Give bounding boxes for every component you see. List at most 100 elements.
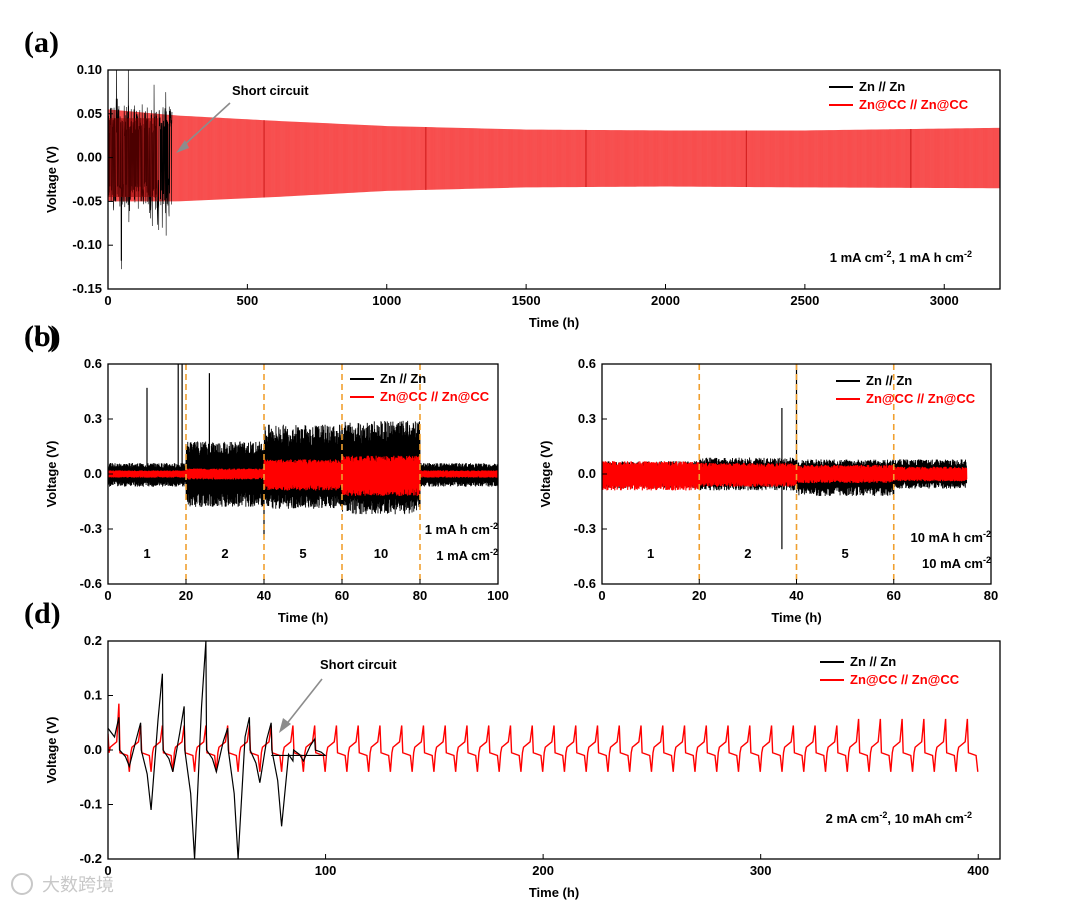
plot-frame (107, 69, 1001, 290)
superscript: -2 (883, 249, 891, 259)
panel-a: 0 500 1000 1500 2000 2500 3000 -0.15 -0.10 -0.05 0… (24, 26, 1001, 330)
y-tick-label: -0.10 (72, 237, 102, 252)
x-tick-label: 200 (532, 863, 554, 878)
y-axis-label: Voltage (V) (538, 441, 553, 508)
stage-label: 5 (299, 546, 306, 561)
red-series-zn-cc (108, 109, 1000, 202)
y-tick-label: 0.10 (77, 62, 102, 77)
y-tick-label: 0.0 (84, 742, 102, 757)
stage-label: 2 (744, 546, 751, 561)
superscript: -2 (964, 810, 972, 820)
x-tick-label: 20 (179, 588, 193, 603)
condition-text: 10 mA cm-2 (922, 555, 991, 571)
x-tick-label: 2000 (651, 293, 680, 308)
x-tick-label: 20 (692, 588, 706, 603)
y-tick-label: 0.6 (84, 356, 102, 371)
legend-label: Zn // Zn (859, 79, 905, 94)
condition-text: 10 mA h cm-2 (910, 529, 991, 545)
plot-area (602, 364, 968, 550)
x-tick-label: 0 (104, 863, 111, 878)
x-tick-label: 100 (315, 863, 337, 878)
panel-label: (a) (24, 26, 59, 59)
x-tick-label: 0 (104, 588, 111, 603)
y-axis-label: Voltage (V) (44, 717, 59, 784)
y-tick-label: -0.2 (80, 851, 102, 866)
y-tick-label: 0.6 (578, 356, 596, 371)
y-tick-label: 0.3 (84, 411, 102, 426)
text-span: 1 mA h cm (425, 522, 490, 537)
y-tick-label: 0.1 (84, 688, 102, 703)
text-span: 2 mA cm (826, 811, 880, 826)
condition-text: 1 mA cm-2, 1 mA h cm-2 (830, 249, 972, 265)
x-tick-label: 500 (237, 293, 259, 308)
x-tick-label: 3000 (930, 293, 959, 308)
panel-label: (b) (24, 320, 61, 353)
x-tick-label: 100 (487, 588, 509, 603)
watermark-text: 大数跨境 (42, 875, 114, 895)
legend-label: Zn // Zn (850, 654, 896, 669)
stage-label: 5 (842, 546, 849, 561)
x-axis-label: Time (h) (771, 610, 821, 625)
text-span: , 10 mAh cm (887, 811, 964, 826)
text-span: , 1 mA h cm (892, 250, 964, 265)
y-tick-label: 0.00 (77, 150, 102, 165)
y-tick-label: 0.3 (578, 411, 596, 426)
superscript: -2 (983, 529, 991, 539)
text-span: 1 mA cm (830, 250, 884, 265)
annotation-arrowhead (279, 718, 291, 733)
x-axis-label: Time (h) (529, 885, 579, 900)
panel-label: (c) (24, 320, 57, 353)
x-tick-label: 60 (335, 588, 349, 603)
x-tick-label: 80 (984, 588, 998, 603)
y-tick-label: 0.05 (77, 106, 102, 121)
annotation-arrow (181, 102, 231, 148)
y-axis-label: Voltage (V) (44, 146, 59, 213)
stage-label: 10 (374, 546, 388, 561)
red-band-zn-cc (108, 109, 1000, 202)
stage-label: 2 (221, 546, 228, 561)
plot-area (108, 70, 1000, 270)
x-axis-label: Time (h) (529, 315, 579, 330)
y-tick-label: 0.0 (578, 466, 596, 481)
superscript: -2 (964, 249, 972, 259)
x-tick-label: 300 (750, 863, 772, 878)
y-tick-label: -0.3 (80, 521, 102, 536)
stage-label: 1 (143, 546, 150, 561)
watermark: 大数跨境 (11, 873, 114, 895)
legend-label: Zn@CC // Zn@CC (380, 389, 490, 404)
y-tick-label: -0.3 (574, 521, 596, 536)
condition-text: 2 mA cm-2, 10 mAh cm-2 (826, 810, 972, 826)
superscript: -2 (983, 555, 991, 565)
legend-label: Zn@CC // Zn@CC (850, 672, 960, 687)
y-tick-label: 0.2 (84, 633, 102, 648)
text-span: 10 mA cm (922, 556, 983, 571)
panel-label: (d) (24, 597, 61, 630)
text-span: 10 mA h cm (910, 530, 983, 545)
legend-label: Zn@CC // Zn@CC (859, 97, 969, 112)
plot-area (108, 641, 979, 859)
black-series-zn (108, 641, 327, 859)
short-circuit-label: Short circuit (232, 83, 309, 98)
condition-text: 1 mA cm-2 (436, 547, 498, 563)
short-circuit-label: Short circuit (320, 657, 397, 672)
y-tick-label: -0.1 (80, 797, 102, 812)
red-series-zn-cc (602, 461, 968, 491)
x-tick-label: 2500 (790, 293, 819, 308)
superscript: -2 (490, 521, 498, 531)
x-tick-label: 1500 (512, 293, 541, 308)
watermark-logo-icon (11, 873, 33, 895)
legend-label: Zn@CC // Zn@CC (866, 391, 976, 406)
y-tick-label: -0.05 (72, 193, 102, 208)
superscript: -2 (879, 810, 887, 820)
red-series-zn-cc (108, 455, 498, 496)
legend-label: Zn // Zn (380, 371, 426, 386)
y-tick-label: -0.15 (72, 281, 102, 296)
annotation-arrow (284, 678, 323, 727)
text-span: 1 mA cm (436, 548, 490, 563)
x-tick-label: 1000 (372, 293, 401, 308)
panel-d: 0 100 200 300 400 -0.2 -0.1 0.0 0.1 0.2 Time (h) Vo… (24, 597, 1001, 900)
red-series-zn-cc (108, 703, 979, 772)
